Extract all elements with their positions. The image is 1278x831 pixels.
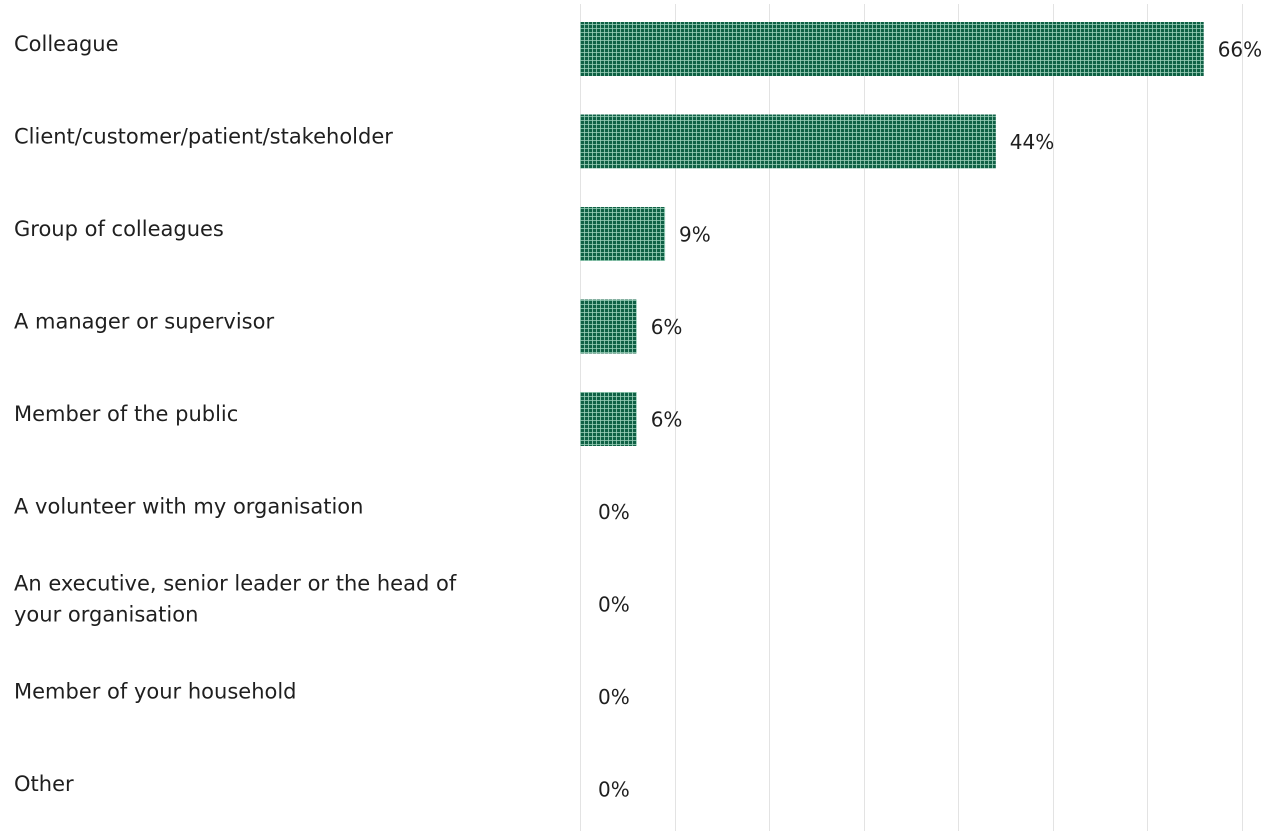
value-label: 9% bbox=[679, 223, 711, 247]
category-label: Colleague bbox=[14, 32, 119, 56]
value-label: 0% bbox=[598, 685, 630, 709]
bar bbox=[580, 392, 637, 446]
category-label: Other bbox=[14, 772, 74, 796]
category-label: An executive, senior leader or the head … bbox=[14, 572, 457, 627]
category-label: Group of colleagues bbox=[14, 217, 224, 241]
category-label: A manager or supervisor bbox=[14, 310, 274, 334]
value-label: 6% bbox=[651, 315, 683, 339]
value-label: 6% bbox=[651, 408, 683, 432]
bar bbox=[580, 22, 1204, 76]
category-label: Member of the public bbox=[14, 402, 238, 426]
category-labels: Colleague Client/customer/patient/stakeho… bbox=[14, 32, 457, 796]
bar bbox=[580, 115, 996, 169]
category-label: A volunteer with my organisation bbox=[14, 495, 363, 519]
bars bbox=[580, 22, 1204, 446]
value-label: 0% bbox=[598, 778, 630, 802]
value-label: 66% bbox=[1218, 38, 1262, 62]
value-label: 0% bbox=[598, 593, 630, 617]
bar bbox=[580, 207, 665, 261]
value-label: 44% bbox=[1010, 130, 1054, 154]
category-label: Member of your household bbox=[14, 680, 297, 704]
value-label: 0% bbox=[598, 500, 630, 524]
category-label: Client/customer/patient/stakeholder bbox=[14, 125, 393, 149]
bar bbox=[580, 300, 637, 354]
